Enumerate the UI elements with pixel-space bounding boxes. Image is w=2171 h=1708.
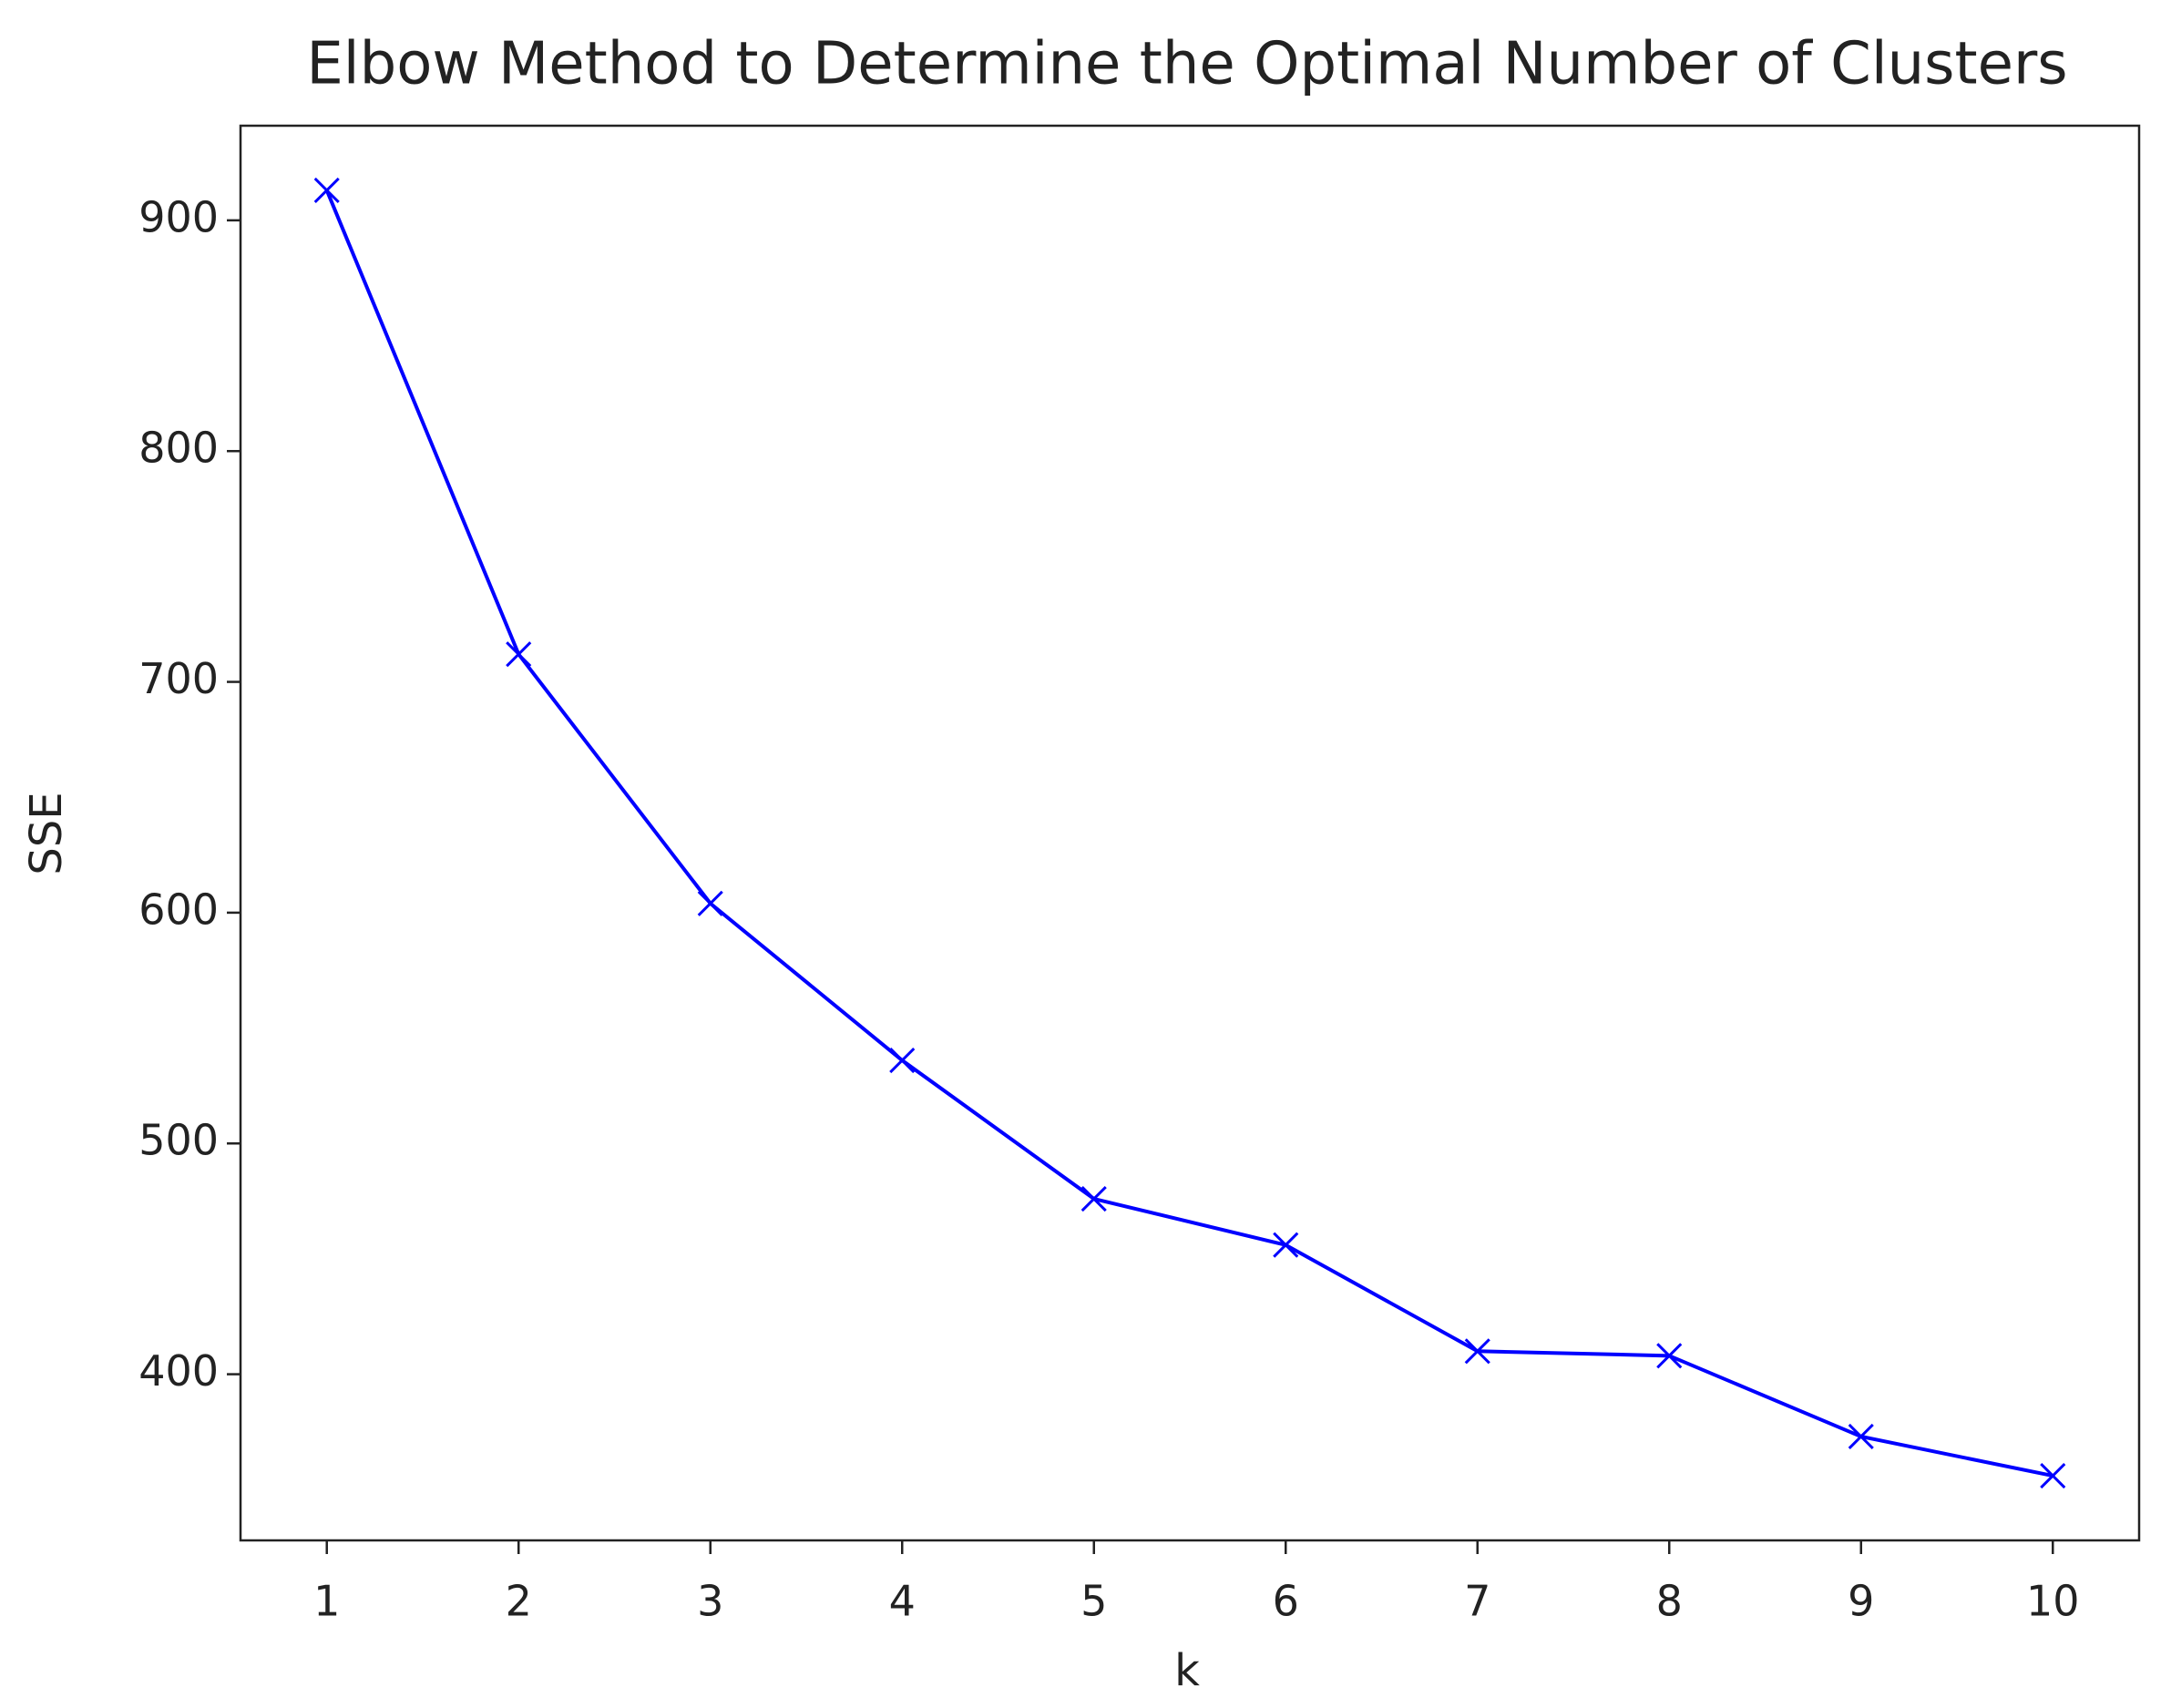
marker (1080, 1185, 1107, 1212)
x-tick-label: 5 (1080, 1577, 1107, 1626)
marker (697, 890, 723, 916)
y-tick-label: 500 (138, 1116, 219, 1165)
x-tick-label: 9 (1848, 1577, 1874, 1626)
marker (1464, 1338, 1490, 1365)
y-tick-label: 400 (138, 1346, 219, 1396)
x-tick-label: 10 (2026, 1577, 2080, 1626)
marker (889, 1047, 916, 1074)
x-tick-label: 3 (697, 1577, 723, 1626)
marker (506, 641, 532, 668)
marker (313, 177, 340, 203)
line (324, 189, 2053, 1478)
chart-title: Elbow Method to Determine the Optimal Nu… (306, 31, 2067, 98)
x-tick-label: 6 (1273, 1577, 1299, 1626)
x-tick-label: 2 (506, 1577, 532, 1626)
x-tick-label: 1 (313, 1577, 340, 1626)
y-tick-label: 600 (138, 885, 219, 934)
x-tick-label: 4 (889, 1577, 916, 1626)
marker (1273, 1232, 1299, 1258)
y-axis-label: SSE (21, 792, 72, 874)
marker (2040, 1462, 2066, 1489)
x-tick-label: 8 (1656, 1577, 1683, 1626)
y-tick-label: 700 (138, 654, 219, 703)
marker (1656, 1343, 1683, 1369)
y-tick-label: 900 (138, 192, 219, 241)
x-axis-label: k (1174, 1645, 1200, 1696)
marker (1848, 1423, 1874, 1450)
y-tick-label: 800 (138, 424, 219, 473)
x-tick-label: 7 (1464, 1577, 1490, 1626)
plot-frame (239, 124, 2141, 1542)
